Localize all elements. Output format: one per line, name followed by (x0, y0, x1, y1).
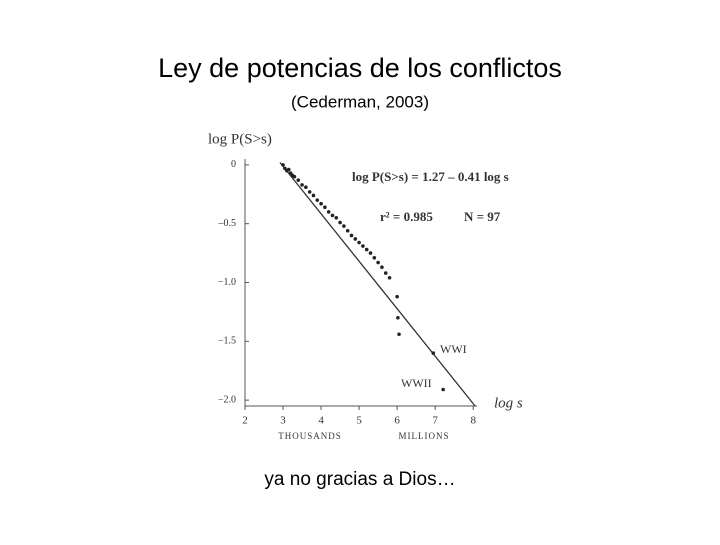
x-tick-label: 2 (242, 415, 248, 427)
data-point (307, 190, 312, 194)
data-point (286, 167, 291, 172)
data-point (396, 315, 400, 320)
data-point (364, 247, 369, 252)
y-tick-label: –0.5 (218, 218, 237, 229)
data-point (342, 224, 346, 228)
slide-title: Ley de potencias de los conflictos (158, 53, 562, 83)
data-point (431, 351, 436, 355)
x-group-label: THOUSANDS (278, 431, 342, 441)
data-point (361, 244, 365, 248)
sample-size: N = 97 (464, 209, 501, 224)
data-point (334, 216, 339, 220)
data-point (357, 240, 361, 245)
x-tick-label: 6 (394, 415, 400, 427)
y-axis-label: log P(S>s) (208, 131, 272, 147)
data-point (292, 174, 297, 179)
data-point (353, 237, 358, 241)
x-tick-label: 7 (432, 415, 438, 427)
x-axis-label: log s (494, 395, 523, 411)
y-tick-label: −2.0 (218, 394, 236, 405)
fit-line (279, 162, 476, 407)
data-point (395, 294, 399, 299)
data-point (349, 233, 354, 238)
data-point (300, 183, 304, 187)
y-tick-label: 0 (231, 159, 236, 170)
slide-subtitle: (Cederman, 2003) (291, 92, 429, 111)
data-point (296, 178, 301, 182)
x-group-label: MILLIONS (399, 431, 450, 441)
data-point (397, 332, 401, 337)
data-point (315, 198, 320, 202)
data-point (368, 251, 373, 255)
y-tick-label: −1.5 (218, 336, 236, 347)
data-point (383, 271, 388, 275)
data-point (326, 210, 331, 214)
data-point (311, 193, 316, 198)
x-tick-label: 8 (470, 415, 476, 427)
data-point (281, 163, 285, 167)
data-point (330, 213, 335, 218)
data-point (323, 205, 327, 210)
data-point (319, 201, 323, 206)
data-point (304, 185, 308, 190)
x-tick-label: 5 (356, 415, 362, 427)
y-tick-label: −1.0 (218, 277, 236, 288)
data-point (345, 228, 350, 233)
r-squared: r² = 0.985 (380, 209, 433, 224)
data-point (338, 220, 342, 225)
data-point (380, 265, 384, 270)
data-point (387, 275, 392, 280)
caption: ya no gracias a Dios… (264, 469, 455, 490)
x-tick-label: 4 (318, 415, 324, 427)
annotation: WWI (440, 342, 467, 356)
annotation: WWII (401, 376, 432, 390)
x-tick-label: 3 (280, 415, 286, 427)
equation: log P(S>s) = 1.27 – 0.41 log s (352, 169, 509, 184)
data-point (441, 387, 445, 392)
data-point (372, 255, 377, 260)
data-point (376, 260, 380, 265)
